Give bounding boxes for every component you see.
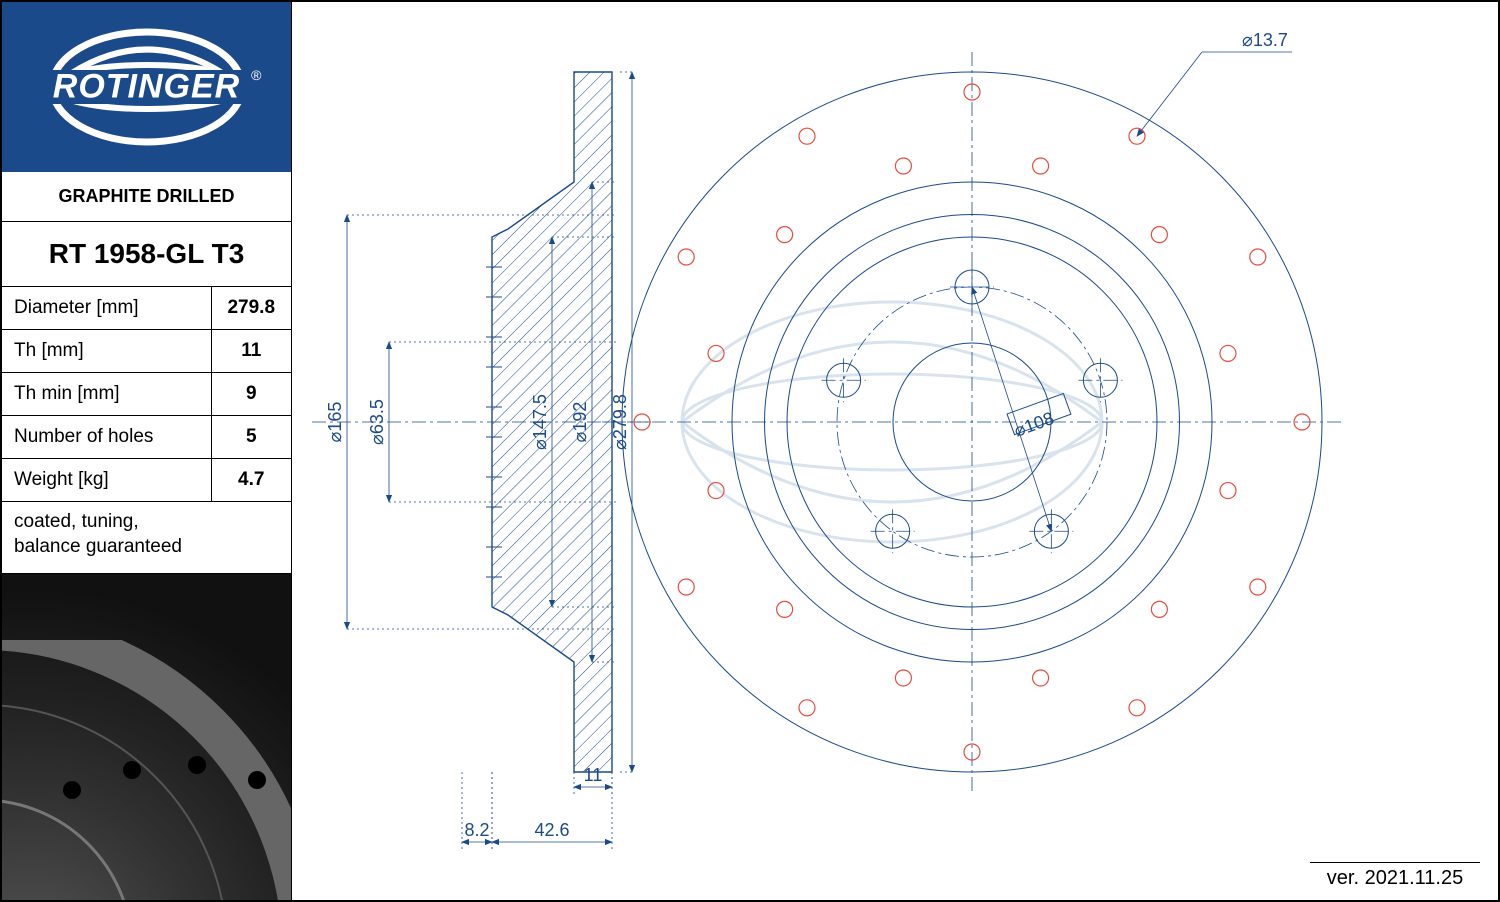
spec-row: Diameter [mm]279.8 [2,287,291,330]
spec-label: Th min [mm] [2,373,211,416]
version-label: ver. 2021.11.25 [1310,862,1480,890]
spec-value: 5 [211,416,291,459]
spec-value: 4.7 [211,459,291,502]
spec-label: Th [mm] [2,330,211,373]
product-notes: coated, tuning, balance guaranteed [2,502,291,574]
spec-row: Th [mm]11 [2,330,291,373]
product-subtitle: GRAPHITE DRILLED [2,172,291,222]
spec-label: Number of holes [2,416,211,459]
note-line: coated, tuning, [14,511,139,532]
spec-row: Th min [mm]9 [2,373,291,416]
spec-value: 11 [211,330,291,373]
sidebar: ROTINGER ® GRAPHITE DRILLED RT 1958-GL T… [2,2,292,900]
part-number: RT 1958-GL T3 [2,222,291,287]
brand-name: ROTINGER [53,68,240,107]
svg-text:⌀192: ⌀192 [570,402,590,443]
drawing-svg: ⌀165⌀63.5⌀147.5⌀192⌀279.8118.242.6 ⌀108⌀… [292,2,1500,872]
note-line: balance guaranteed [14,536,182,557]
spec-row: Weight [kg]4.7 [2,459,291,502]
brand-logo: ROTINGER ® [2,2,291,172]
svg-text:11: 11 [584,765,603,785]
spec-row: Number of holes5 [2,416,291,459]
svg-text:8.2: 8.2 [464,820,489,840]
spec-table: Diameter [mm]279.8Th [mm]11Th min [mm]9N… [2,287,291,502]
spec-label: Diameter [mm] [2,287,211,330]
product-photo [2,574,291,900]
svg-text:⌀147.5: ⌀147.5 [530,394,550,450]
page: ROTINGER ® GRAPHITE DRILLED RT 1958-GL T… [0,0,1500,902]
spec-value: 9 [211,373,291,416]
svg-text:42.6: 42.6 [534,820,569,840]
svg-text:⌀63.5: ⌀63.5 [367,399,387,445]
technical-drawing: ⌀165⌀63.5⌀147.5⌀192⌀279.8118.242.6 ⌀108⌀… [292,2,1498,900]
spec-value: 279.8 [211,287,291,330]
spec-label: Weight [kg] [2,459,211,502]
svg-text:⌀13.7: ⌀13.7 [1242,30,1288,50]
registered-mark: ® [251,67,261,83]
svg-text:⌀165: ⌀165 [325,402,345,443]
